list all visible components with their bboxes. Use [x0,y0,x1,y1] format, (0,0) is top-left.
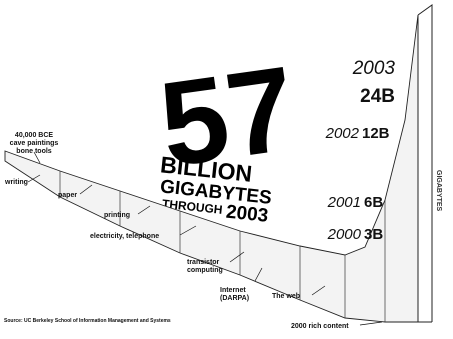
headline-year: 2003 [225,202,269,227]
milestone-leader [179,225,197,236]
milestone-leader [254,267,263,282]
milestone-line: paper [58,192,77,199]
milestone-label-writing: writing [4,179,28,186]
year-label-2002: 2002 [325,125,360,142]
milestone-line: writing [4,179,28,186]
milestone-leader [33,151,41,164]
year-label-2000: 2000 [327,226,362,243]
value-label-2002: 12B [362,125,390,142]
growth-surface [4,4,433,323]
milestone-leader [229,251,245,263]
headline-number: 57 [152,41,303,192]
milestone-line: Internet [220,287,246,294]
milestone-label-printing: printing [104,212,130,219]
milestone-line: computing [187,267,223,274]
milestone-labels: 40,000 BCE cave paintings bone tools writin… [4,132,383,330]
milestone-label-cave: 40,000 BCE cave paintings bone tools [10,132,59,155]
milestone-leader [359,321,383,326]
milestone-label-electricity: electricity, telephone [90,233,159,240]
value-label-2003: 24B [360,86,395,107]
milestone-line: printing [104,212,130,219]
milestone-line: electricity, telephone [90,233,159,240]
year-label-2003: 2003 [352,58,396,79]
milestone-label-rich: 2000 rich content [291,323,349,330]
value-label-2001: 6B [364,194,383,211]
milestone-label-paper: paper [58,192,77,199]
milestone-leader [79,184,93,195]
side-axis-label: GIGABYTES [435,170,442,212]
milestone-line: transistor [187,259,220,266]
milestone-label-internet: Internet (DARPA) [220,287,249,302]
milestone-line: bone tools [16,148,51,155]
side-wall [417,4,433,322]
milestone-leader [137,205,151,215]
milestone-label-transistor: transistor computing [187,259,223,274]
value-label-2000: 3B [364,226,383,243]
year-label-2001: 2001 [327,194,361,211]
milestone-line: cave paintings [10,140,59,147]
milestone-line: 2000 rich content [291,323,349,330]
milestone-line: 40,000 BCE [15,132,53,139]
milestone-line: (DARPA) [220,295,249,302]
milestone-leader [311,285,326,296]
milestone-leader [27,174,41,183]
milestone-label-web: The web [272,293,300,300]
milestone-line: The web [272,293,300,300]
source-note: Source: UC Berkeley School of Informatio… [4,318,171,324]
